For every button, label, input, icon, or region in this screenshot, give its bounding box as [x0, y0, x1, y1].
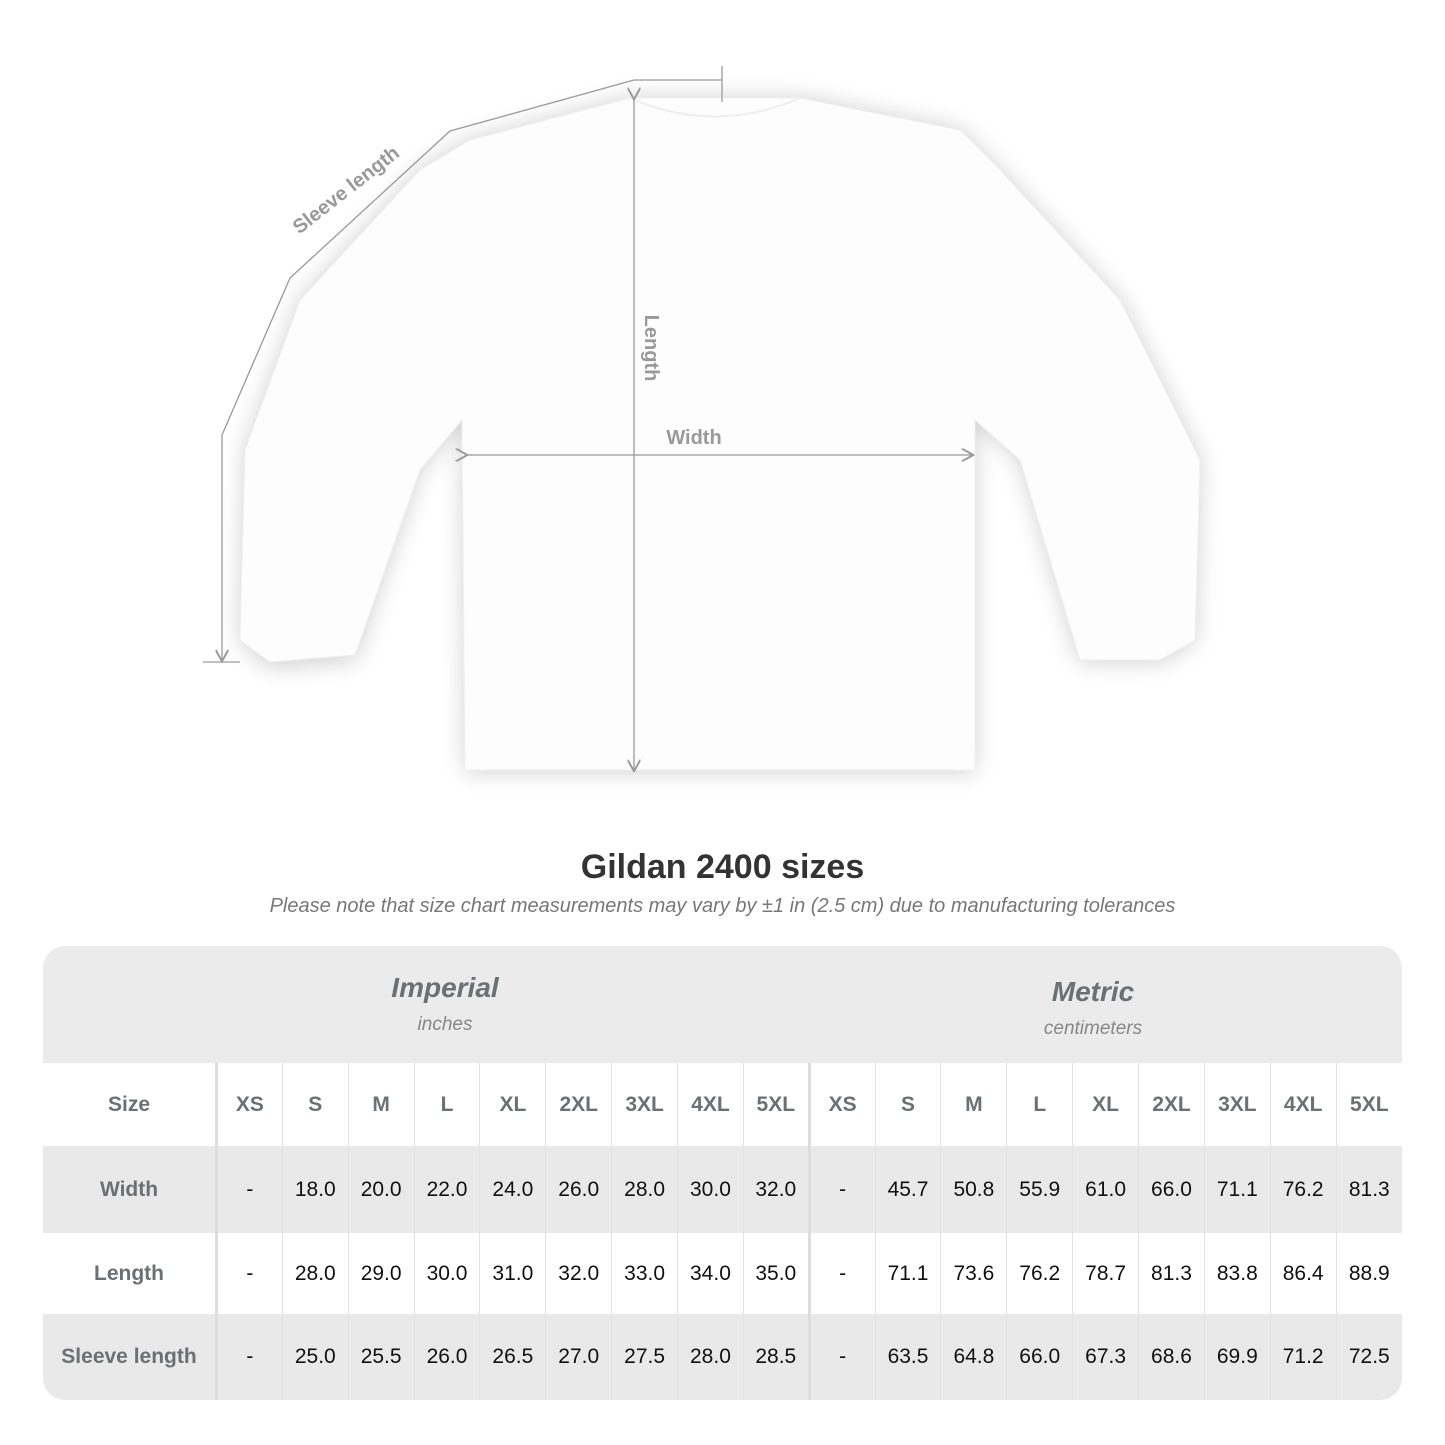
sleeve-measure-line — [203, 66, 723, 663]
metric-size-m: M — [940, 1063, 1007, 1146]
imperial-cell: 25.0 — [281, 1314, 349, 1400]
shirt-diagram: Sleeve length Length Width — [203, 66, 1201, 820]
metric-header: Metric centimeters — [863, 976, 1323, 1040]
imperial-title: Imperial — [391, 972, 499, 1003]
metric-cell: 71.1 — [1203, 1146, 1271, 1233]
imperial-unit: inches — [417, 1014, 473, 1035]
imperial-cell: 32.0 — [742, 1146, 810, 1233]
imperial-cell: 29.0 — [347, 1233, 415, 1314]
metric-cell: 45.7 — [874, 1146, 941, 1233]
imperial-cell: 34.0 — [677, 1233, 744, 1314]
imperial-size-5xl: 5XL — [742, 1063, 810, 1146]
imperial-cell: 28.5 — [742, 1314, 810, 1400]
row-label: Sleeve length — [43, 1314, 218, 1400]
length-label: Length — [640, 315, 662, 382]
metric-cell: 71.1 — [874, 1233, 941, 1314]
metric-cell: 69.9 — [1203, 1314, 1271, 1400]
imperial-size-l: L — [413, 1063, 480, 1146]
imperial-cell: 28.0 — [611, 1146, 678, 1233]
row-label: Length — [43, 1233, 218, 1314]
imperial-cell: 33.0 — [611, 1233, 678, 1314]
imperial-header: Imperial inches — [215, 972, 675, 1036]
metric-cell: 88.9 — [1335, 1233, 1402, 1314]
metric-cell: 76.2 — [1006, 1233, 1073, 1314]
metric-cell: - — [807, 1233, 876, 1314]
imperial-cell: 22.0 — [413, 1146, 480, 1233]
imperial-cell: 31.0 — [479, 1233, 546, 1314]
shirt — [239, 97, 1201, 771]
metric-unit: centimeters — [1043, 1018, 1143, 1039]
metric-cell: 76.2 — [1269, 1146, 1337, 1233]
metric-cell: - — [807, 1314, 876, 1400]
page-title: Gildan 2400 sizes — [580, 848, 865, 886]
metric-size-xl: XL — [1072, 1063, 1139, 1146]
size-table-card: Imperial inches Metric centimeters Size X… — [43, 946, 1402, 1400]
width-label: Width — [666, 427, 721, 449]
imperial-cell: - — [216, 1314, 283, 1400]
imperial-cell: 27.5 — [611, 1314, 678, 1400]
metric-size-l: L — [1006, 1063, 1073, 1146]
imperial-size-xs: XS — [216, 1063, 283, 1146]
metric-cell: 68.6 — [1138, 1314, 1205, 1400]
imperial-cell: 28.0 — [281, 1233, 349, 1314]
metric-size-s: S — [874, 1063, 941, 1146]
metric-cell: 66.0 — [1138, 1146, 1205, 1233]
metric-cell: 72.5 — [1335, 1314, 1402, 1400]
metric-cell: 78.7 — [1072, 1233, 1139, 1314]
table-row: Length -28.0 29.0 30.0 31.0 32.0 33.0 34.0 35.0-… — [43, 1233, 1402, 1314]
metric-size-5xl: 5XL — [1335, 1063, 1402, 1146]
imperial-cell: 35.0 — [742, 1233, 810, 1314]
metric-cell: 81.3 — [1138, 1233, 1205, 1314]
metric-cell: 86.4 — [1269, 1233, 1337, 1314]
imperial-cell: 26.0 — [413, 1314, 480, 1400]
imperial-cell: - — [216, 1233, 283, 1314]
metric-cell: 66.0 — [1006, 1314, 1073, 1400]
imperial-size-3xl: 3XL — [611, 1063, 678, 1146]
size-header: Size — [43, 1063, 218, 1146]
imperial-cell: 30.0 — [677, 1146, 744, 1233]
metric-cell: 55.9 — [1006, 1146, 1073, 1233]
metric-size-2xl: 2XL — [1138, 1063, 1205, 1146]
imperial-cell: 20.0 — [347, 1146, 415, 1233]
imperial-cell: 27.0 — [545, 1314, 612, 1400]
metric-size-3xl: 3XL — [1203, 1063, 1271, 1146]
metric-cell: 50.8 — [940, 1146, 1007, 1233]
imperial-cell: 30.0 — [413, 1233, 480, 1314]
imperial-size-s: S — [281, 1063, 349, 1146]
tolerance-note: Please note that size chart measurements… — [269, 895, 1176, 917]
metric-cell: 81.3 — [1335, 1146, 1402, 1233]
metric-cell: 64.8 — [940, 1314, 1007, 1400]
imperial-cell: 28.0 — [677, 1314, 744, 1400]
imperial-cell: 32.0 — [545, 1233, 612, 1314]
metric-cell: 83.8 — [1203, 1233, 1271, 1314]
metric-cell: 63.5 — [874, 1314, 941, 1400]
metric-cell: - — [807, 1146, 876, 1233]
metric-title: Metric — [1051, 976, 1135, 1007]
metric-cell: 61.0 — [1072, 1146, 1139, 1233]
imperial-cell: 26.5 — [479, 1314, 546, 1400]
imperial-size-2xl: 2XL — [545, 1063, 612, 1146]
table-row: Width -18.0 20.0 22.0 24.0 26.0 28.0 30.0 32.0-4… — [43, 1146, 1402, 1233]
metric-size-xs: XS — [807, 1063, 876, 1146]
metric-cell: 67.3 — [1072, 1314, 1139, 1400]
metric-cell: 71.2 — [1269, 1314, 1337, 1400]
metric-cell: 73.6 — [940, 1233, 1007, 1314]
imperial-cell: 25.5 — [347, 1314, 415, 1400]
imperial-cell: 24.0 — [479, 1146, 546, 1233]
metric-size-4xl: 4XL — [1269, 1063, 1337, 1146]
imperial-size-m: M — [347, 1063, 415, 1146]
system-header-band — [43, 946, 1402, 1063]
imperial-cell: 26.0 — [545, 1146, 612, 1233]
table-row: Sleeve length -25.0 25.5 26.0 26.5 27.0 27.5 28… — [43, 1314, 1402, 1400]
table-header-row: Size XS S M L XL 2XL 3XL 4XL 5XL XS S M L XL 2XL 3XL 4XL 5… — [43, 1063, 1402, 1146]
imperial-cell: 18.0 — [281, 1146, 349, 1233]
size-table: Size XS S M L XL 2XL 3XL 4XL 5XL XS S M L XL 2XL 3XL 4XL 5… — [43, 1063, 1402, 1400]
imperial-cell: - — [216, 1146, 283, 1233]
imperial-size-4xl: 4XL — [677, 1063, 744, 1146]
imperial-size-xl: XL — [479, 1063, 546, 1146]
row-label: Width — [43, 1146, 218, 1233]
